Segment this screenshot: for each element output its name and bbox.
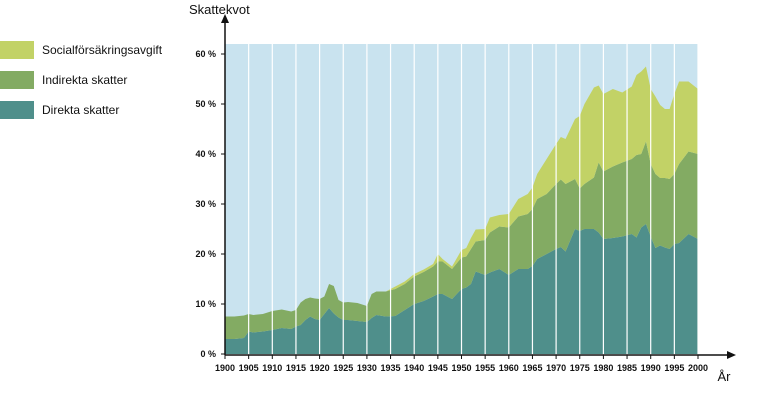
- y-tick-label-4: 40 %: [195, 149, 216, 159]
- x-tick-label-20: 2000: [688, 363, 708, 373]
- legend-swatch-direct: [0, 101, 34, 119]
- x-tick-label-14: 1970: [546, 363, 566, 373]
- legend-item-indirect: Indirekta skatter: [0, 70, 162, 90]
- y-tick-label-2: 20 %: [195, 249, 216, 259]
- y-tick-label-6: 60 %: [195, 49, 216, 59]
- y-tick-label-5: 50 %: [195, 99, 216, 109]
- x-tick-label-6: 1930: [357, 363, 377, 373]
- legend-swatch-social: [0, 41, 34, 59]
- legend-label-direct: Direkta skatter: [42, 103, 120, 117]
- y-axis-arrow: [221, 14, 229, 23]
- x-tick-label-0: 1900: [215, 363, 235, 373]
- x-tick-label-2: 1910: [262, 363, 282, 373]
- legend: Socialförsäkringsavgift Indirekta skatte…: [0, 40, 162, 130]
- x-axis-title: År: [718, 369, 732, 384]
- legend-label-indirect: Indirekta skatter: [42, 73, 128, 87]
- x-tick-label-3: 1915: [286, 363, 306, 373]
- x-tick-label-12: 1960: [499, 363, 519, 373]
- y-tick-label-1: 10 %: [195, 299, 216, 309]
- legend-item-social: Socialförsäkringsavgift: [0, 40, 162, 60]
- legend-swatch-indirect: [0, 71, 34, 89]
- x-tick-label-17: 1985: [617, 363, 637, 373]
- x-tick-label-16: 1980: [593, 363, 613, 373]
- x-tick-label-1: 1905: [239, 363, 259, 373]
- x-tick-label-4: 1920: [310, 363, 330, 373]
- legend-item-direct: Direkta skatter: [0, 100, 162, 120]
- y-tick-label-3: 30 %: [195, 199, 216, 209]
- legend-label-social: Socialförsäkringsavgift: [42, 43, 163, 57]
- x-tick-label-19: 1995: [664, 363, 684, 373]
- x-tick-label-8: 1940: [404, 363, 424, 373]
- x-axis-arrow: [727, 351, 736, 359]
- y-axis-title: Skattekvot: [189, 2, 250, 17]
- y-tick-label-0: 0 %: [200, 349, 216, 359]
- x-tick-label-5: 1925: [333, 363, 353, 373]
- x-tick-label-10: 1950: [451, 363, 471, 373]
- x-tick-label-15: 1975: [570, 363, 590, 373]
- x-tick-label-13: 1965: [522, 363, 542, 373]
- x-tick-label-7: 1935: [381, 363, 401, 373]
- x-tick-label-11: 1955: [475, 363, 495, 373]
- x-tick-label-18: 1990: [641, 363, 661, 373]
- x-tick-label-9: 1945: [428, 363, 448, 373]
